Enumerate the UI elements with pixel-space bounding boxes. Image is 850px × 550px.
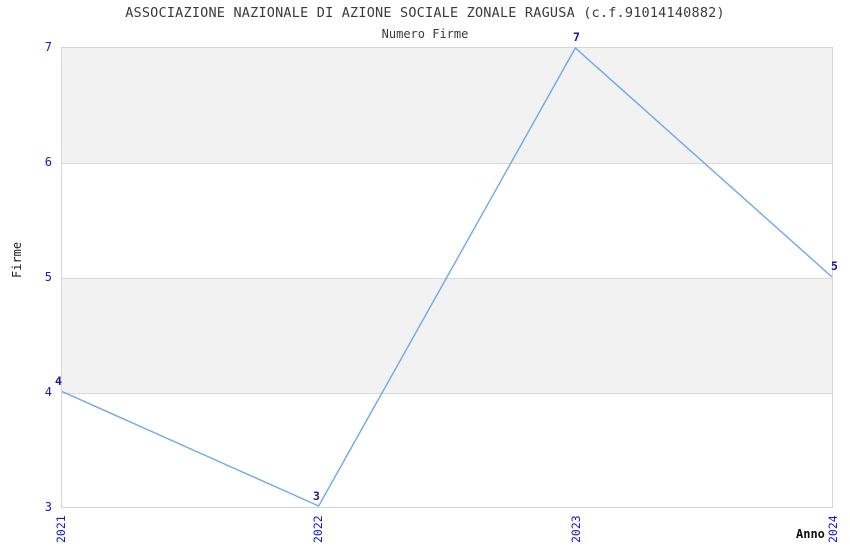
xtick-label-2023: 2023 (569, 515, 583, 543)
ytick-label-3: 3 (44, 500, 52, 514)
data-line-svg (62, 48, 832, 507)
point-label-2022: 3 (313, 489, 320, 503)
x-axis-title: Anno (796, 527, 825, 541)
xtick-label-2022: 2022 (311, 515, 325, 543)
gridline-y-6 (62, 163, 832, 164)
series-line-numero-firme (62, 48, 832, 506)
point-label-2024: 5 (831, 259, 838, 273)
ytick-label-6: 6 (44, 155, 52, 169)
band-7-6 (62, 48, 832, 163)
point-label-2021: 4 (55, 374, 62, 388)
gridline-y-5 (62, 278, 832, 279)
gridline-y-4 (62, 393, 832, 394)
ytick-label-7: 7 (44, 40, 52, 54)
point-label-2023: 7 (573, 30, 580, 44)
xtick-label-2021: 2021 (54, 515, 68, 543)
y-axis-title: Firme (10, 241, 24, 278)
ytick-label-4: 4 (44, 385, 52, 399)
plot-area (61, 47, 833, 508)
xtick-label-2024: 2024 (826, 515, 840, 543)
band-5-4 (62, 278, 832, 393)
chart-subtitle: Numero Firme (381, 27, 469, 41)
chart-title: ASSOCIAZIONE NAZIONALE DI AZIONE SOCIALE… (125, 5, 725, 21)
ytick-label-5: 5 (44, 270, 52, 284)
